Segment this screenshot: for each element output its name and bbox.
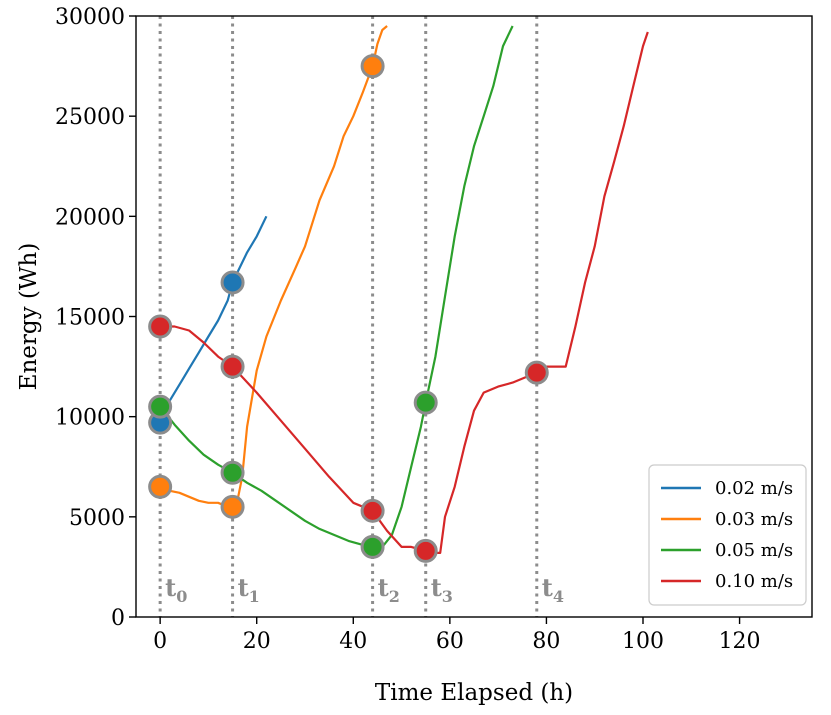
series-line-1 (159, 25, 388, 508)
x-tick-label-0: 0 (153, 629, 167, 654)
event-label-1: t1 (238, 573, 260, 606)
y-tick-label-2: 10000 (55, 406, 125, 431)
marker-3-4 (524, 360, 549, 385)
event-label-0: t0 (165, 573, 187, 606)
legend-label-2: 0.05 m/s (715, 540, 793, 561)
y-tick-label-1: 5000 (69, 506, 125, 531)
series-line-0 (159, 215, 268, 424)
x-tick-label-3: 60 (436, 629, 464, 654)
marker-2-3 (413, 390, 438, 415)
marker-0-1 (220, 270, 245, 295)
y-tick-label-0: 0 (111, 606, 125, 631)
y-tick-label-6: 30000 (55, 5, 125, 30)
y-tick-label-4: 20000 (55, 205, 125, 230)
x-tick-label-6: 120 (719, 629, 761, 654)
plot-area: t0 t1 t2 t3 t4 0 20 40 60 80 100 120 0 5000 10000 15000… (16, 5, 813, 706)
marker-1-0 (148, 474, 173, 499)
event-label-2: t2 (378, 573, 400, 606)
y-tick-label-5: 25000 (55, 105, 125, 130)
marker-3-2 (360, 498, 385, 523)
legend-label-0: 0.02 m/s (715, 478, 793, 499)
x-axis-label: Time Elapsed (h) (375, 680, 573, 706)
legend-label-1: 0.03 m/s (715, 509, 793, 530)
event-label-4: t4 (542, 573, 564, 606)
marker-3-3 (413, 538, 438, 563)
marker-2-0 (148, 394, 173, 419)
marker-2-2 (360, 534, 385, 559)
legend-box (648, 464, 807, 606)
x-tick-label-5: 100 (622, 629, 664, 654)
legend-label-3: 0.10 m/s (715, 571, 793, 592)
y-axis-label: Energy (Wh) (16, 243, 42, 391)
x-tick-label-2: 40 (339, 629, 367, 654)
marker-3-0 (148, 314, 173, 339)
x-tick-label-4: 80 (532, 629, 560, 654)
y-tick-label-3: 15000 (55, 306, 125, 331)
x-tick-label-1: 20 (243, 629, 271, 654)
marker-1-2 (360, 54, 385, 79)
marker-2-1 (220, 460, 245, 485)
marker-3-1 (220, 354, 245, 379)
event-label-3: t3 (431, 573, 453, 606)
series-line-3 (160, 31, 649, 555)
marker-1-1 (220, 494, 245, 519)
